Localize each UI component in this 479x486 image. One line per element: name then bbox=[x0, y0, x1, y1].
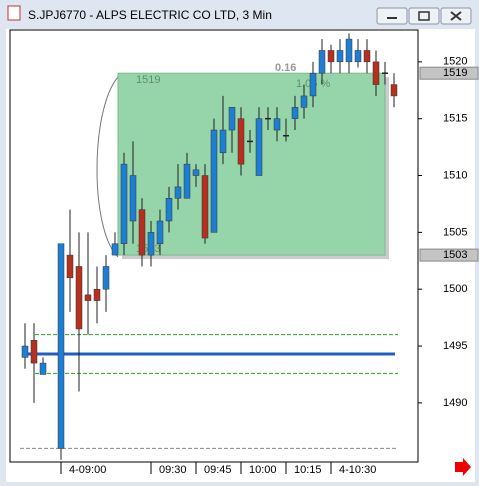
y-tick-label: 1500 bbox=[443, 283, 467, 295]
price-label: 1503 bbox=[443, 249, 467, 261]
candle-body bbox=[129, 175, 137, 222]
y-tick-label: 1510 bbox=[443, 169, 467, 181]
candle-body bbox=[219, 129, 227, 154]
y-tick-label: 1515 bbox=[443, 113, 467, 125]
candle-body bbox=[174, 186, 182, 199]
window-title: S.JPJ6770 - ALPS ELECTRIC CO LTD, 3 Min bbox=[28, 8, 272, 22]
y-tick-label: 1490 bbox=[443, 397, 467, 409]
candle-body bbox=[156, 220, 164, 244]
y-tick-label: 1520 bbox=[443, 56, 467, 68]
candle-body bbox=[228, 107, 236, 131]
candle-body bbox=[372, 61, 380, 85]
window-icon bbox=[7, 5, 21, 21]
candle-body bbox=[210, 129, 218, 233]
candle-body bbox=[318, 50, 326, 74]
candle-body bbox=[39, 362, 47, 375]
candle-body bbox=[309, 72, 317, 97]
candle-body bbox=[363, 50, 371, 63]
candle-body bbox=[300, 95, 308, 108]
candle-body bbox=[345, 38, 353, 63]
candle-body bbox=[138, 209, 146, 256]
candle-body bbox=[237, 118, 245, 165]
box-change: 0.16 bbox=[275, 62, 296, 74]
candle-body bbox=[291, 107, 299, 119]
y-tick-label: 1495 bbox=[443, 340, 467, 352]
candle-body bbox=[21, 345, 29, 358]
candle-body bbox=[84, 294, 92, 301]
candle-body bbox=[165, 198, 173, 222]
candle-body bbox=[327, 50, 335, 63]
x-tick-label: 10:15 bbox=[294, 464, 322, 476]
y-tick-label: 1505 bbox=[443, 226, 467, 238]
candle-body bbox=[93, 288, 101, 301]
candle-body bbox=[120, 163, 128, 244]
candle-body bbox=[183, 163, 191, 199]
candle-body bbox=[336, 50, 344, 63]
x-tick-label: 4-10:30 bbox=[339, 464, 376, 476]
candle-body bbox=[57, 243, 65, 449]
candle-body bbox=[102, 266, 110, 290]
x-tick-label: 09:45 bbox=[204, 464, 232, 476]
window-buttons[interactable] bbox=[376, 7, 472, 25]
annotation-box bbox=[117, 72, 386, 256]
candle-body bbox=[390, 84, 398, 97]
candle-body bbox=[255, 118, 263, 176]
candle-body bbox=[192, 169, 200, 176]
x-tick-label: 4-09:00 bbox=[69, 464, 106, 476]
candle-body bbox=[30, 340, 38, 364]
x-tick-label: 09:30 bbox=[159, 464, 187, 476]
x-tick-label: 10:00 bbox=[249, 464, 277, 476]
candle-body bbox=[354, 50, 362, 63]
candle-body bbox=[201, 175, 209, 239]
candle-body bbox=[111, 243, 119, 256]
candle-body bbox=[66, 254, 74, 279]
candle-body bbox=[75, 266, 83, 330]
price-label-box bbox=[419, 248, 479, 262]
scroll-arrow[interactable] bbox=[455, 458, 471, 476]
price-label-box bbox=[419, 66, 479, 80]
candle-body bbox=[273, 118, 281, 131]
price-label: 1519 bbox=[443, 67, 467, 79]
candle-body bbox=[147, 232, 155, 256]
box-top-label: 1519 bbox=[136, 74, 160, 86]
box-connector bbox=[96, 76, 119, 258]
